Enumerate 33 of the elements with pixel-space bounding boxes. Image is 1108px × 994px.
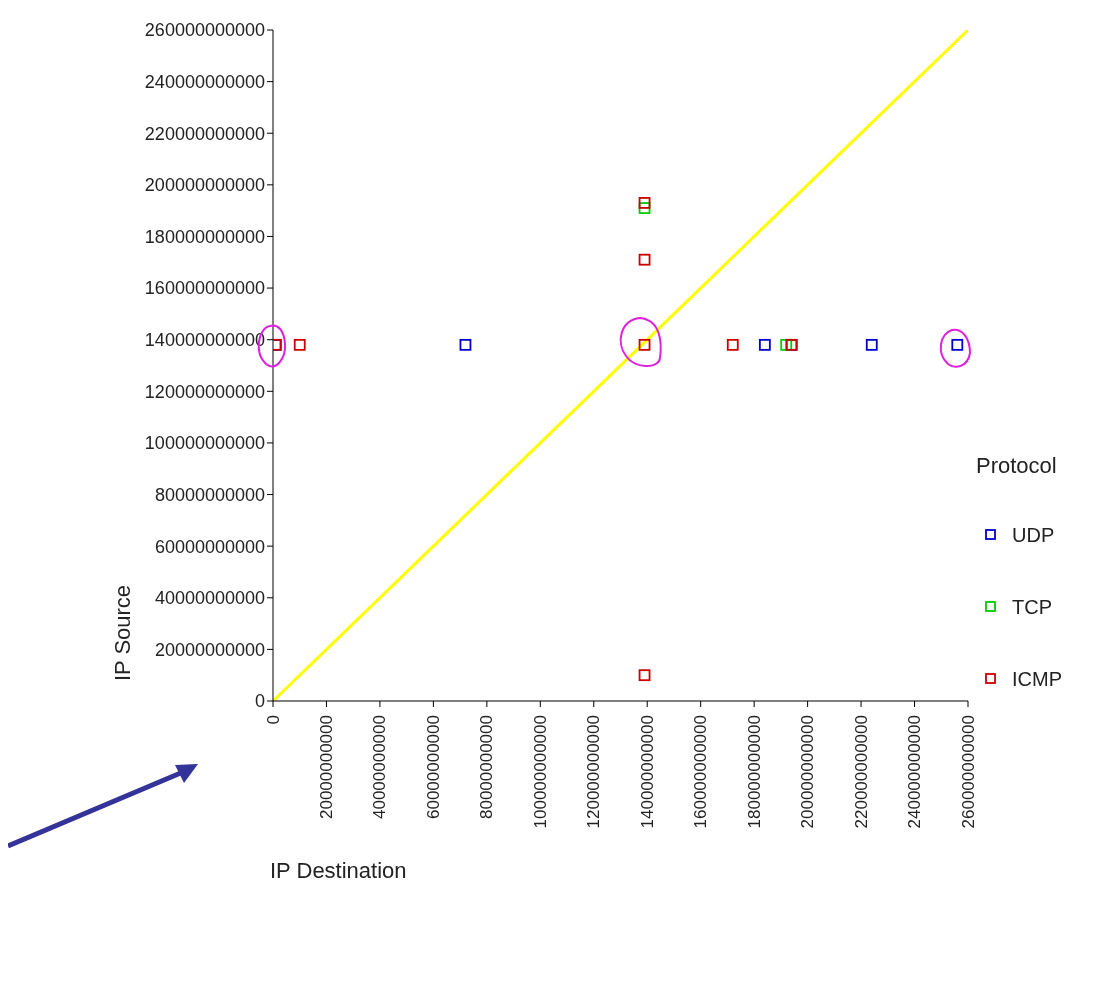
legend-label: ICMP xyxy=(1012,667,1062,691)
legend-label: TCP xyxy=(1012,595,1052,619)
x-tick-label: 40000000000 xyxy=(370,715,390,820)
x-tick-label: 60000000000 xyxy=(423,715,443,820)
y-tick-label: 40000000000 xyxy=(154,588,265,609)
y-tick-label: 240000000000 xyxy=(144,72,265,93)
x-tick-label: 200000000000 xyxy=(798,715,818,829)
x-tick-label: 100000000000 xyxy=(530,715,550,829)
x-tick-label: 20000000000 xyxy=(316,715,336,820)
y-tick-label: 120000000000 xyxy=(144,381,265,402)
y-tick-label: 180000000000 xyxy=(144,226,265,247)
y-tick-label: 80000000000 xyxy=(154,484,265,505)
x-tick-label: 220000000000 xyxy=(851,715,871,829)
x-tick-label: 260000000000 xyxy=(958,715,978,829)
legend-title: Protocol xyxy=(976,453,1058,479)
y-tick-label: 260000000000 xyxy=(144,20,265,41)
y-tick-label: 60000000000 xyxy=(154,536,265,557)
y-tick-label: 220000000000 xyxy=(144,123,265,144)
x-tick-label: 120000000000 xyxy=(584,715,604,829)
y-axis-title: IP Source xyxy=(110,584,136,682)
y-tick-label: 100000000000 xyxy=(144,433,265,454)
x-tick-label: 80000000000 xyxy=(477,715,497,820)
legend-label: UDP xyxy=(1012,523,1055,547)
x-tick-label: 0 xyxy=(263,715,283,725)
x-tick-label: 140000000000 xyxy=(637,715,657,829)
y-tick-label: 0 xyxy=(254,691,265,712)
x-tick-label: 160000000000 xyxy=(691,715,711,829)
y-tick-label: 20000000000 xyxy=(154,639,265,660)
y-tick-label: 160000000000 xyxy=(144,278,265,299)
x-tick-label: 240000000000 xyxy=(905,715,925,829)
x-tick-label: 180000000000 xyxy=(744,715,764,829)
y-tick-label: 200000000000 xyxy=(144,175,265,196)
x-axis-title: IP Destination xyxy=(270,858,407,884)
